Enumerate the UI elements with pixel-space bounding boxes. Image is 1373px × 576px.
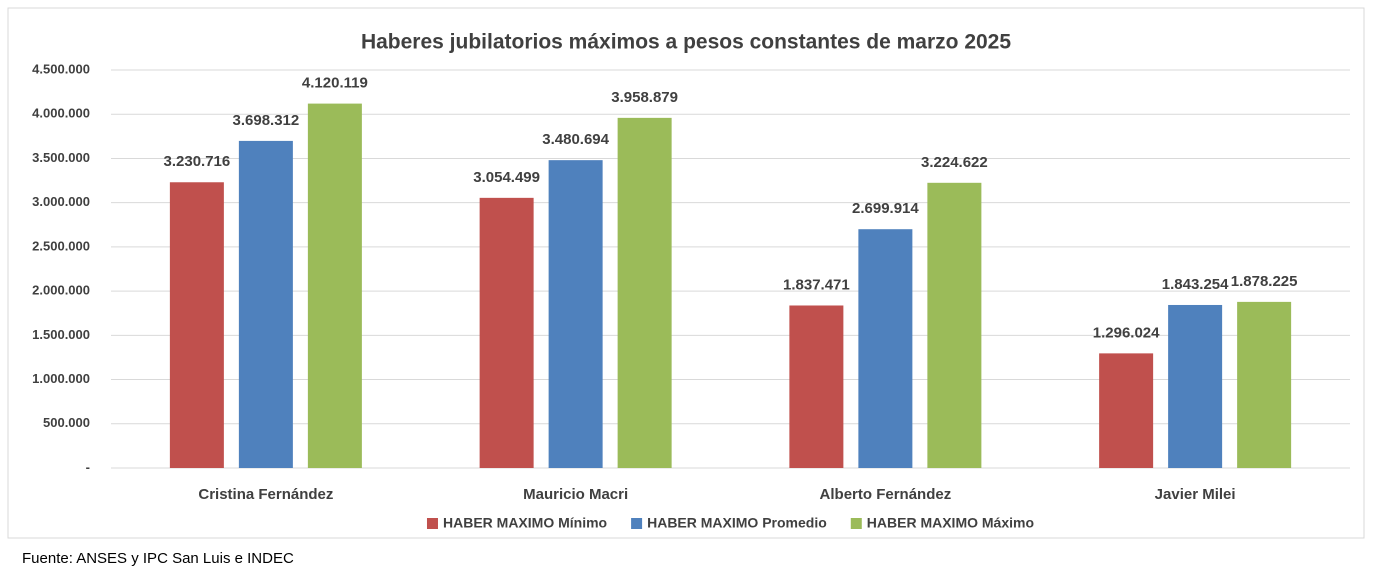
- legend-swatch: [631, 518, 643, 529]
- data-label: 3.698.312: [233, 112, 300, 129]
- data-label: 3.054.499: [473, 169, 540, 186]
- bar: [858, 229, 913, 468]
- bar: [927, 182, 982, 468]
- legend-label: HABER MAXIMO Promedio: [647, 515, 827, 531]
- data-label: 2.699.914: [852, 200, 919, 217]
- y-tick-label: 1.500.000: [32, 327, 90, 342]
- data-label: 1.843.254: [1162, 276, 1229, 293]
- bar: [238, 140, 293, 468]
- bar: [1168, 304, 1223, 468]
- legend-swatch: [850, 518, 862, 529]
- y-tick-label: 1.000.000: [32, 371, 90, 386]
- data-label: 1.296.024: [1093, 324, 1160, 341]
- y-tick-label: 4.500.000: [32, 61, 90, 76]
- x-tick-label: Mauricio Macri: [523, 486, 628, 503]
- x-tick-label: Cristina Fernández: [198, 486, 333, 503]
- data-label: 1.878.225: [1231, 273, 1298, 290]
- y-tick-label: 3.500.000: [32, 150, 90, 165]
- data-label: 3.224.622: [921, 154, 988, 171]
- data-label: 1.837.471: [783, 276, 850, 293]
- x-tick-label: Javier Milei: [1155, 486, 1236, 503]
- source-note: Fuente: ANSES y IPC San Luis e INDEC: [22, 550, 294, 567]
- legend-swatch: [426, 518, 438, 529]
- y-tick-label: 3.000.000: [32, 194, 90, 209]
- data-label: 3.480.694: [542, 131, 609, 148]
- x-tick-label: Alberto Fernández: [820, 486, 952, 503]
- chart-title: Haberes jubilatorios máximos a pesos con…: [361, 31, 1011, 54]
- bar: [789, 305, 844, 468]
- bar: [617, 117, 672, 469]
- bar: [1099, 353, 1154, 468]
- y-tick-label: 2.500.000: [32, 238, 90, 253]
- bar: [307, 103, 362, 469]
- legend-label: HABER MAXIMO Mínimo: [443, 515, 607, 531]
- legend-label: HABER MAXIMO Máximo: [867, 515, 1034, 531]
- bar: [1237, 301, 1292, 468]
- data-label: 3.230.716: [164, 153, 231, 170]
- y-tick-label: -: [86, 459, 90, 474]
- data-label: 3.958.879: [611, 89, 678, 106]
- bar: [479, 197, 534, 468]
- data-label: 4.120.119: [302, 75, 368, 92]
- bar: [169, 182, 224, 469]
- y-tick-label: 4.000.000: [32, 106, 90, 121]
- bar: [548, 160, 603, 468]
- y-tick-label: 2.000.000: [32, 283, 90, 298]
- y-tick-label: 500.000: [43, 415, 90, 430]
